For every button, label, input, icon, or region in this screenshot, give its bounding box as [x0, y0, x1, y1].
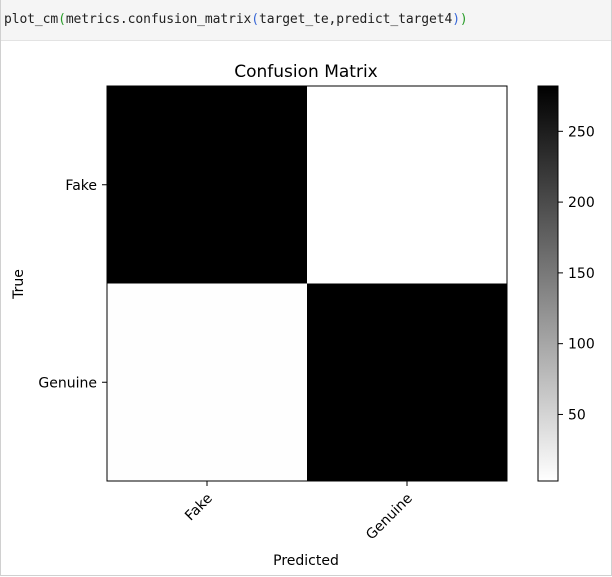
- plot-frame: [106, 85, 508, 482]
- code-inner-paren-close: ): [452, 12, 460, 27]
- colorbar-tick-label: 250: [568, 124, 595, 140]
- colorbar-ticks: 50 100 150 200 250: [558, 124, 595, 423]
- heatmap-cell-0-0: [107, 86, 307, 284]
- code-func: plot_cm: [4, 12, 59, 27]
- chart-title: Confusion Matrix: [234, 62, 378, 82]
- heatmap-cell-0-1: [307, 86, 507, 284]
- colorbar-tick-label: 100: [568, 337, 595, 353]
- y-tick-label: Genuine: [38, 375, 97, 391]
- code-arg-inner: target_te,predict_target4: [259, 12, 453, 27]
- y-tick-label: Fake: [65, 178, 97, 194]
- x-axis-label: Predicted: [273, 553, 339, 569]
- heatmap-cell-1-0: [107, 283, 307, 481]
- code-paren-open: (: [58, 12, 66, 27]
- code-inner-paren-open: (: [251, 12, 260, 27]
- confusion-matrix-chart: Confusion Matrix Fake Genuine Fake Genuine…: [11, 62, 595, 569]
- code-paren-close: ): [459, 12, 468, 27]
- colorbar-tick-label: 150: [568, 266, 595, 282]
- code-line: plot_cm(metrics.confusion_matrix(target_…: [4, 12, 468, 27]
- heatmap-cells: [107, 86, 507, 481]
- colorbar: [537, 85, 559, 482]
- y-ticks: Fake Genuine: [38, 178, 107, 391]
- x-tick-label: Genuine: [363, 491, 416, 544]
- heatmap-cell-1-1: [307, 283, 507, 481]
- x-ticks: Fake Genuine: [182, 481, 416, 543]
- colorbar-tick-label: 50: [568, 407, 586, 423]
- x-tick-label: Fake: [182, 491, 216, 525]
- code-cell[interactable]: plot_cm(metrics.confusion_matrix(target_…: [1, 0, 611, 41]
- code-arg-prefix: metrics.confusion_matrix: [65, 12, 252, 27]
- colorbar-tick-label: 200: [568, 195, 595, 211]
- y-axis-label: True: [11, 269, 27, 300]
